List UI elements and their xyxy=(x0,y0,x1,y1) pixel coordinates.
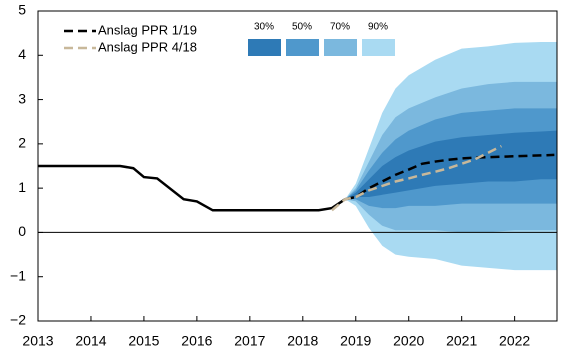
x-tick-label: 2019 xyxy=(340,333,371,349)
band-legend-swatch xyxy=(248,39,281,56)
x-tick-label: 2020 xyxy=(393,333,424,349)
band-legend-swatch xyxy=(362,39,395,56)
band-legend-label: 50% xyxy=(292,22,312,33)
legend-label: Anslag PPR 4/18 xyxy=(98,39,197,54)
band-legend-swatch xyxy=(286,39,319,56)
y-tick-label: 4 xyxy=(18,46,26,62)
series-line xyxy=(331,144,502,212)
x-tick-label: 2017 xyxy=(234,333,265,349)
x-tick-label: 2015 xyxy=(128,333,159,349)
x-tick-label: 2013 xyxy=(22,333,53,349)
y-tick-label: 1 xyxy=(18,179,26,195)
band-legend-label: 90% xyxy=(368,22,388,33)
y-tick-label: 2 xyxy=(18,135,26,151)
x-tick-label: 2021 xyxy=(446,333,477,349)
x-tick-label: 2018 xyxy=(287,333,318,349)
y-tick-label: −1 xyxy=(10,267,26,283)
legend-label: Anslag PPR 1/19 xyxy=(98,22,197,37)
band-legend-label: 70% xyxy=(330,22,350,33)
y-tick-label: −2 xyxy=(10,312,26,328)
series-line xyxy=(344,153,555,201)
x-tick-label: 2022 xyxy=(499,333,530,349)
y-tick-label: 3 xyxy=(18,90,26,106)
y-tick-label: 5 xyxy=(18,2,26,18)
x-tick-label: 2014 xyxy=(75,333,106,349)
band-legend-label: 30% xyxy=(254,22,274,33)
y-tick-label: 0 xyxy=(18,223,26,239)
series-line xyxy=(38,164,346,212)
plot-frame xyxy=(37,10,558,322)
x-tick-label: 2016 xyxy=(181,333,212,349)
band-legend-swatch xyxy=(324,39,357,56)
